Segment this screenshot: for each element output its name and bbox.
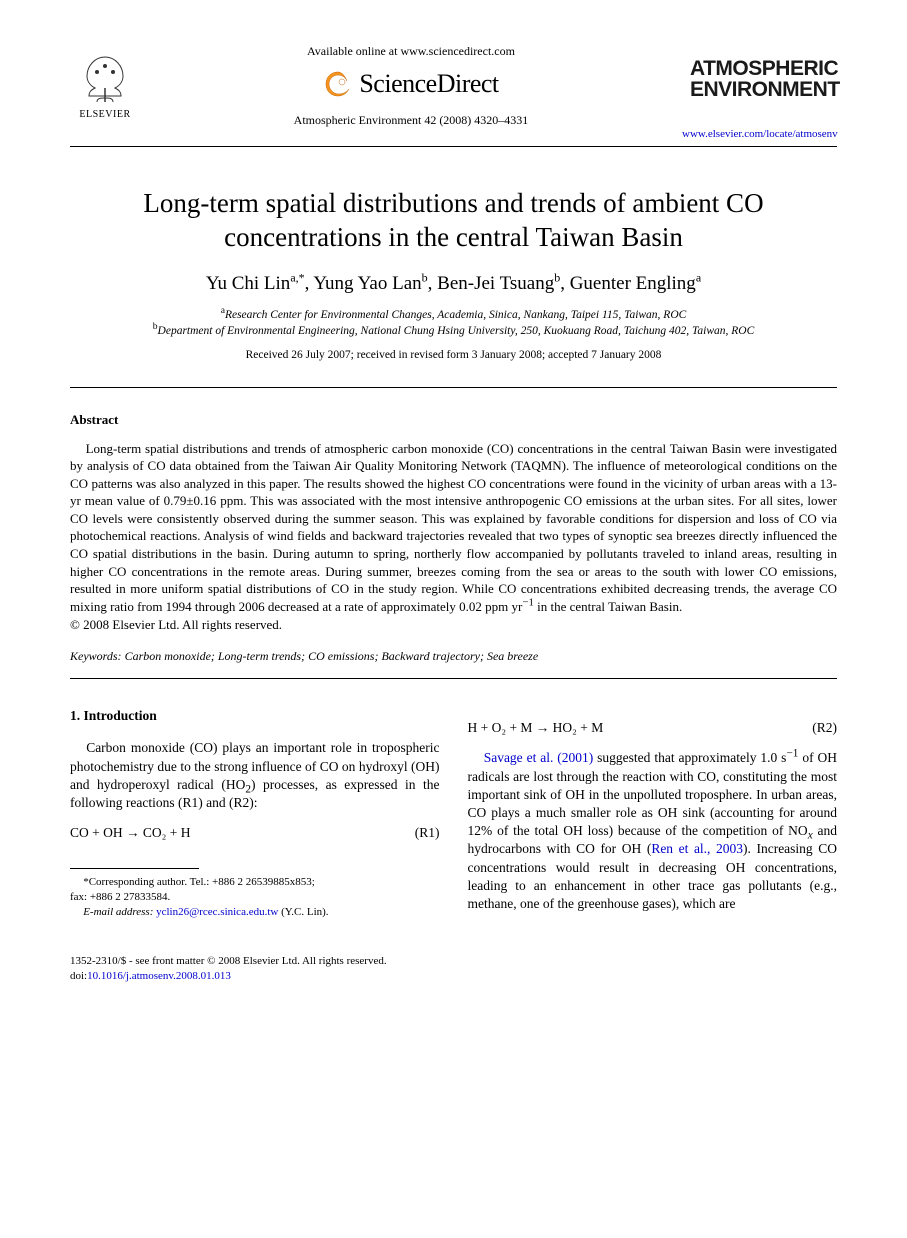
journal-logo-line2: ENVIRONMENT [690, 79, 837, 100]
sciencedirect-logo: ScienceDirect [140, 69, 682, 99]
keywords-text: Carbon monoxide; Long-term trends; CO em… [125, 649, 539, 663]
header-rule [70, 146, 837, 147]
left-column: 1. Introduction Carbon monoxide (CO) pla… [70, 707, 440, 920]
affil-text-b: Department of Environmental Engineering,… [158, 325, 755, 337]
journal-reference: Atmospheric Environment 42 (2008) 4320–4… [140, 113, 682, 128]
footer: 1352-2310/$ - see front matter © 2008 El… [70, 954, 837, 984]
footnote-tel: *Corresponding author. Tel.: +886 2 2653… [70, 875, 440, 890]
footnote-email-link[interactable]: yclin26@rcec.sinica.edu.tw [156, 906, 278, 918]
affiliation-a: aResearch Center for Environmental Chang… [70, 307, 837, 323]
footnote-fax: fax: +886 2 27833584. [70, 890, 440, 905]
elsevier-logo: ELSEVIER [70, 40, 140, 120]
journal-logo: ATMOSPHERIC ENVIRONMENT [682, 40, 837, 100]
header-center: Available online at www.sciencedirect.co… [140, 40, 682, 128]
footnote-email-tail: (Y.C. Lin). [281, 906, 328, 918]
eq-r1-label: (R1) [415, 824, 440, 842]
journal-url-link[interactable]: www.elsevier.com/locate/atmosenv [682, 128, 837, 140]
elsevier-label: ELSEVIER [79, 109, 130, 120]
intro-para-1: Carbon monoxide (CO) plays an important … [70, 739, 440, 812]
keywords-label: Keywords: [70, 649, 122, 663]
abstract-body: Long-term spatial distributions and tren… [70, 440, 837, 615]
doi-label: doi: [70, 970, 87, 982]
abstract-copyright: © 2008 Elsevier Ltd. All rights reserved… [70, 617, 837, 633]
right-para-1: Savage et al. (2001) suggested that appr… [468, 749, 838, 913]
available-online-text: Available online at www.sciencedirect.co… [140, 44, 682, 59]
authors: Yu Chi Lina,*, Yung Yao Lanb, Ben-Jei Ts… [70, 273, 837, 295]
journal-logo-block: ATMOSPHERIC ENVIRONMENT www.elsevier.com… [682, 40, 837, 140]
sciencedirect-text: ScienceDirect [359, 69, 498, 99]
doi-link[interactable]: 10.1016/j.atmosenv.2008.01.013 [87, 970, 231, 982]
equation-r1: CO + OH → CO₂ + H (R1) [70, 824, 440, 842]
footnote-rule [70, 868, 199, 869]
corresponding-author-footnote: *Corresponding author. Tel.: +886 2 2653… [70, 875, 440, 920]
sciencedirect-swirl-icon [323, 69, 353, 99]
abstract-bottom-rule [70, 678, 837, 679]
article-title: Long-term spatial distributions and tren… [90, 187, 817, 255]
eq-r1-lhs: CO + OH → CO₂ + H [70, 824, 190, 842]
journal-logo-line1: ATMOSPHERIC [690, 58, 837, 79]
footnote-email-line: E-mail address: yclin26@rcec.sinica.edu.… [70, 905, 440, 920]
issn-line: 1352-2310/$ - see front matter © 2008 El… [70, 954, 837, 969]
body-columns: 1. Introduction Carbon monoxide (CO) pla… [70, 707, 837, 920]
eq-r2-label: (R2) [812, 719, 837, 737]
header: ELSEVIER Available online at www.science… [70, 40, 837, 140]
article-dates: Received 26 July 2007; received in revis… [70, 349, 837, 361]
equation-r2: H + O₂ + M → HO₂ + M (R2) [468, 719, 838, 737]
affil-text-a: Research Center for Environmental Change… [225, 309, 686, 321]
abstract-top-rule [70, 387, 837, 388]
abstract-heading: Abstract [70, 412, 837, 428]
section-heading-intro: 1. Introduction [70, 707, 440, 725]
footnote-email-label: E-mail address: [83, 906, 153, 918]
eq-r2-lhs: H + O₂ + M → HO₂ + M [468, 719, 604, 737]
right-column: H + O₂ + M → HO₂ + M (R2) Savage et al. … [468, 707, 838, 920]
elsevier-tree-icon [75, 52, 135, 107]
affiliation-b: bDepartment of Environmental Engineering… [70, 323, 837, 339]
doi-line: doi:10.1016/j.atmosenv.2008.01.013 [70, 969, 837, 984]
keywords: Keywords: Carbon monoxide; Long-term tre… [70, 649, 837, 664]
